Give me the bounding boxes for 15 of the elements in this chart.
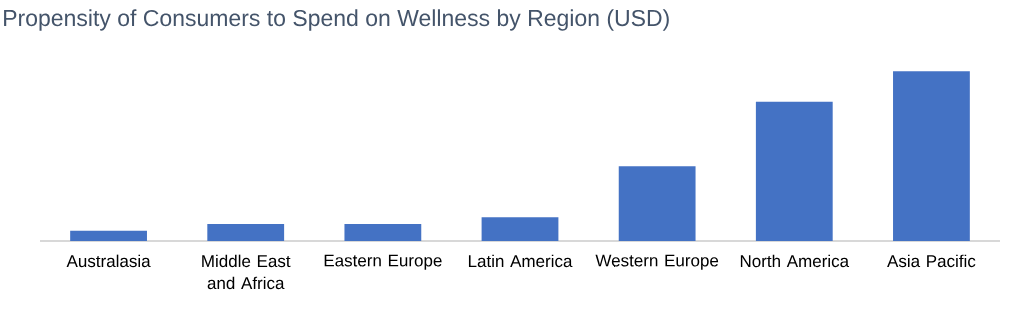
- chart-title: Propensity of Consumers to Spend on Wellness by Region (USD): [4, 9, 669, 31]
- x-tick-label: Asia Pacific: [887, 254, 976, 268]
- x-tick-label: Middle East and Africa: [202, 254, 291, 290]
- bar: [893, 71, 970, 241]
- x-tick-label: Australasia: [66, 254, 151, 268]
- bar: [755, 101, 833, 241]
- x-tick-label: Latin America: [468, 254, 573, 268]
- x-tick-label: Eastern Europe: [324, 254, 442, 270]
- bar: [70, 230, 147, 241]
- bar: [618, 166, 696, 241]
- bar: [207, 224, 285, 241]
- x-tick-label: North America: [740, 254, 850, 268]
- bar: [481, 217, 559, 241]
- bar: [344, 224, 422, 241]
- x-tick-label: Western Europe: [595, 254, 719, 270]
